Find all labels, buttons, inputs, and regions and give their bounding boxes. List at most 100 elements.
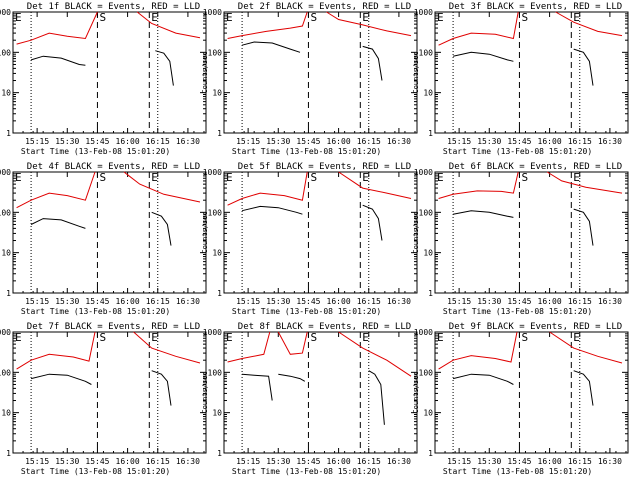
x-axis-label: Start Time (13-Feb-08 15:01:20) (21, 307, 170, 316)
y-tick-label: 100 (419, 368, 434, 377)
x-tick-label: 16:30 (598, 457, 622, 466)
x-axis-label: Start Time (13-Feb-08 15:01:20) (443, 147, 592, 156)
y-tick-label: 1000 (203, 8, 222, 17)
marker-label: E (151, 171, 158, 184)
marker-label: S (521, 11, 528, 24)
series-line-events (241, 204, 383, 241)
x-tick-label: 15:15 (25, 297, 49, 306)
y-tick-label: 100 (0, 208, 11, 217)
x-tick-label: 15:15 (25, 137, 49, 146)
y-tick-label: 1 (428, 129, 433, 138)
x-tick-label: 15:45 (507, 137, 531, 146)
marker-label: S (521, 171, 528, 184)
marker-label: S (99, 11, 106, 24)
x-tick-label: 15:15 (236, 297, 260, 306)
x-tick-label: 16:00 (327, 137, 351, 146)
marker-label: E (573, 11, 580, 24)
x-tick-label: 16:00 (327, 297, 351, 306)
x-tick-label: 15:15 (447, 457, 471, 466)
y-tick-label: 1000 (203, 168, 222, 177)
plot-frame (12, 331, 207, 454)
marker-label: E (437, 171, 444, 184)
y-tick-label: 10 (423, 249, 433, 258)
x-tick-label: 16:15 (568, 457, 592, 466)
y-tick-label: 10 (1, 249, 11, 258)
x-tick-label: 16:00 (538, 137, 562, 146)
y-tick-label: 1000 (0, 328, 11, 337)
y-tick-label: 10 (1, 89, 11, 98)
det-chart-6: Det 6f BLACK = Events, RED = LLD 1 10 100 10… (412, 162, 629, 316)
marker-label: E (362, 331, 369, 344)
x-tick-label: 15:45 (296, 457, 320, 466)
y-tick-label: 1 (6, 289, 11, 298)
x-tick-label: 15:45 (85, 457, 109, 466)
x-tick-label: 16:15 (146, 137, 170, 146)
series-line-events (453, 208, 594, 246)
series-line-lld (438, 11, 623, 46)
x-tick-label: 15:30 (266, 297, 290, 306)
x-tick-label: 15:30 (266, 457, 290, 466)
series-line-events (242, 370, 385, 425)
det-chart-2: Det 2f BLACK = Events, RED = LLD 1 10 100 10… (201, 2, 418, 156)
marker-label: E (362, 171, 369, 184)
y-axis-label: Counts/sec (412, 211, 420, 253)
x-tick-label: 15:45 (507, 457, 531, 466)
y-tick-label: 10 (423, 89, 433, 98)
chart-title: Det 6f BLACK = Events, RED = LLD (449, 162, 622, 172)
x-tick-label: 15:45 (296, 297, 320, 306)
chart-title: Det 2f BLACK = Events, RED = LLD (238, 2, 411, 12)
x-tick-label: 16:15 (357, 457, 381, 466)
y-axis-label: Counts/sec (412, 371, 420, 413)
marker-label: E (226, 331, 233, 344)
plot-frame (434, 11, 629, 134)
y-tick-label: 100 (208, 368, 223, 377)
y-tick-label: 10 (1, 409, 11, 418)
series-line-lld (16, 171, 201, 209)
x-tick-label: 15:45 (85, 297, 109, 306)
marker-label: E (437, 11, 444, 24)
x-tick-label: 16:30 (176, 297, 200, 306)
y-axis-label: Counts/sec (412, 51, 420, 93)
x-tick-label: 15:30 (55, 297, 79, 306)
y-tick-label: 10 (212, 249, 222, 258)
y-tick-label: 1 (217, 449, 222, 458)
x-tick-label: 15:45 (296, 137, 320, 146)
y-tick-label: 10 (423, 409, 433, 418)
x-tick-label: 16:15 (568, 297, 592, 306)
y-axis-label: Counts/sec (201, 211, 209, 253)
det-chart-9: Det 9f BLACK = Events, RED = LLD 1 10 100 10… (412, 322, 629, 476)
x-tick-label: 15:15 (25, 457, 49, 466)
y-tick-label: 1 (6, 129, 11, 138)
y-tick-label: 1000 (414, 328, 433, 337)
y-axis-label: Counts/sec (201, 371, 209, 413)
marker-label: E (15, 171, 22, 184)
x-tick-label: 15:15 (236, 137, 260, 146)
x-tick-label: 15:30 (266, 137, 290, 146)
y-tick-label: 1000 (414, 8, 433, 17)
det-chart-8: Det 8f BLACK = Events, RED = LLD 1 10 100 10… (201, 322, 418, 476)
series-line-lld (227, 331, 412, 377)
marker-label: S (310, 171, 317, 184)
x-tick-label: 16:30 (387, 297, 411, 306)
series-line-lld (438, 171, 623, 199)
plot-frame (223, 11, 418, 134)
det-chart-7: Det 7f BLACK = Events, RED = LLD 1 10 100 10… (0, 322, 207, 476)
x-tick-label: 16:15 (568, 137, 592, 146)
x-tick-label: 16:00 (538, 457, 562, 466)
x-axis-label: Start Time (13-Feb-08 15:01:20) (232, 147, 381, 156)
x-axis-label: Start Time (13-Feb-08 15:01:20) (232, 467, 381, 476)
series-line-lld (438, 331, 623, 370)
y-tick-label: 1 (428, 289, 433, 298)
x-tick-label: 16:15 (357, 297, 381, 306)
plot-frame (12, 171, 207, 294)
x-tick-label: 15:30 (55, 137, 79, 146)
y-tick-label: 10 (212, 89, 222, 98)
marker-label: E (226, 11, 233, 24)
x-axis-label: Start Time (13-Feb-08 15:01:20) (232, 307, 381, 316)
x-tick-label: 15:30 (477, 297, 501, 306)
y-tick-label: 1000 (414, 168, 433, 177)
series-line-lld (227, 11, 412, 39)
plot-frame (434, 331, 629, 454)
x-tick-label: 16:30 (176, 457, 200, 466)
y-tick-label: 1 (6, 449, 11, 458)
